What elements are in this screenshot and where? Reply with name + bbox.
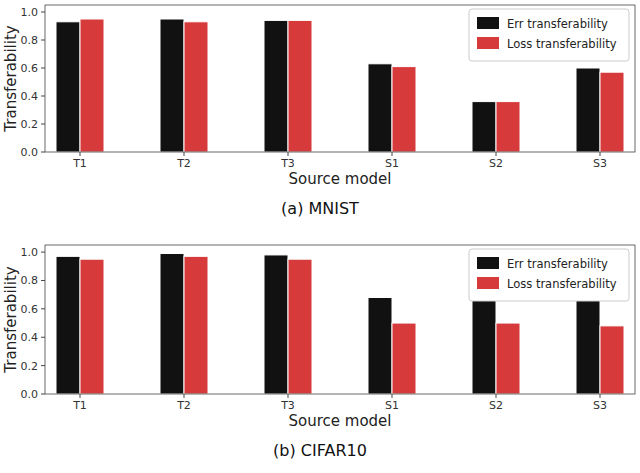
bar bbox=[576, 299, 600, 394]
bar bbox=[288, 20, 312, 152]
bar bbox=[160, 254, 184, 394]
x-tick-label: T3 bbox=[280, 399, 295, 412]
x-tick-label: S3 bbox=[593, 157, 607, 170]
y-tick-label: 0.0 bbox=[21, 146, 39, 159]
y-tick bbox=[41, 68, 45, 69]
y-tick bbox=[41, 365, 45, 366]
legend-box bbox=[469, 249, 629, 301]
bar bbox=[368, 298, 392, 394]
legend-label: Loss transferability bbox=[507, 277, 617, 291]
legend: Err transferability Loss transferability bbox=[469, 9, 629, 61]
x-tick-label: S1 bbox=[385, 157, 399, 170]
x-tick bbox=[80, 152, 81, 156]
y-axis-label: Transferability bbox=[2, 25, 20, 132]
y-tick bbox=[41, 394, 45, 395]
x-tick bbox=[392, 394, 393, 398]
caption: (a) MNIST bbox=[281, 199, 359, 218]
bars bbox=[56, 19, 624, 152]
caption: (b) CIFAR10 bbox=[273, 441, 367, 460]
y-tick bbox=[41, 308, 45, 309]
bar bbox=[472, 299, 496, 394]
bar bbox=[80, 259, 104, 394]
legend: Err transferability Loss transferability bbox=[469, 249, 629, 301]
x-tick bbox=[496, 152, 497, 156]
y-tick-label: 0.2 bbox=[21, 118, 39, 131]
x-tick-label: S2 bbox=[489, 157, 503, 170]
legend-swatch bbox=[477, 37, 499, 49]
y-tick bbox=[41, 12, 45, 13]
x-tick bbox=[392, 152, 393, 156]
bar bbox=[600, 72, 624, 152]
bar bbox=[392, 67, 416, 152]
y-tick bbox=[41, 124, 45, 125]
x-tick bbox=[600, 394, 601, 398]
x-tick-label: T2 bbox=[176, 157, 191, 170]
x-tick-label: T1 bbox=[72, 157, 87, 170]
x-tick-label: T2 bbox=[176, 399, 191, 412]
y-tick-label: 0.6 bbox=[21, 62, 39, 75]
bar bbox=[496, 102, 520, 152]
y-tick-label: 0.2 bbox=[21, 360, 39, 373]
y-tick-label: 0.6 bbox=[21, 303, 39, 316]
bar bbox=[264, 20, 288, 152]
y-tick bbox=[41, 280, 45, 281]
bar bbox=[600, 326, 624, 394]
bar bbox=[576, 68, 600, 152]
x-axis-label: Source model bbox=[289, 412, 392, 430]
x-tick bbox=[600, 152, 601, 156]
frame bbox=[45, 245, 635, 394]
bar bbox=[496, 323, 520, 394]
x-tick bbox=[184, 152, 185, 156]
bar bbox=[472, 102, 496, 152]
x-tick-label: S2 bbox=[489, 399, 503, 412]
legend-label: Err transferability bbox=[507, 257, 608, 271]
bar bbox=[368, 64, 392, 152]
y-tick bbox=[41, 152, 45, 153]
bar bbox=[392, 323, 416, 394]
bar bbox=[288, 259, 312, 394]
legend-swatch bbox=[477, 17, 499, 29]
y-tick-label: 1.0 bbox=[21, 246, 39, 259]
y-tick-label: 0.8 bbox=[21, 34, 39, 47]
legend-swatch bbox=[477, 277, 499, 289]
x-axis-label: Source model bbox=[289, 170, 392, 188]
y-tick-label: 1.0 bbox=[21, 6, 39, 19]
bar bbox=[160, 19, 184, 152]
y-tick bbox=[41, 337, 45, 338]
y-tick bbox=[41, 40, 45, 41]
y-tick-label: 0.4 bbox=[21, 90, 39, 103]
bar bbox=[80, 19, 104, 152]
legend-box bbox=[469, 9, 629, 61]
x-tick bbox=[184, 394, 185, 398]
bar bbox=[264, 255, 288, 394]
x-tick-label: T3 bbox=[280, 157, 295, 170]
x-tick bbox=[496, 394, 497, 398]
y-tick-label: 0.4 bbox=[21, 331, 39, 344]
x-tick bbox=[80, 394, 81, 398]
x-tick-label: S1 bbox=[385, 399, 399, 412]
x-tick-label: S3 bbox=[593, 399, 607, 412]
bar bbox=[184, 22, 208, 152]
legend-label: Loss transferability bbox=[507, 37, 617, 51]
legend-swatch bbox=[477, 257, 499, 269]
y-axis-label: Transferability bbox=[2, 266, 20, 373]
y-tick-label: 0.0 bbox=[21, 388, 39, 401]
frame bbox=[45, 5, 635, 152]
y-tick-label: 0.8 bbox=[21, 274, 39, 287]
bar bbox=[56, 256, 80, 394]
legend-label: Err transferability bbox=[507, 17, 608, 31]
chart: 0.0 0.2 0.4 0.6 0.8 1.0 T1 T2 T3 S1 S2 S3 Source mod… bbox=[2, 245, 635, 460]
chart: 0.0 0.2 0.4 0.6 0.8 1.0 T1 T2 T3 S1 S2 S3 Source mod… bbox=[2, 5, 635, 218]
y-tick bbox=[41, 96, 45, 97]
x-tick bbox=[288, 394, 289, 398]
bar bbox=[184, 256, 208, 394]
x-tick-label: T1 bbox=[72, 399, 87, 412]
y-tick bbox=[41, 252, 45, 253]
bar bbox=[56, 22, 80, 152]
x-tick bbox=[288, 152, 289, 156]
figure: 0.0 0.2 0.4 0.6 0.8 1.0 T1 T2 T3 S1 S2 S3 Source mod… bbox=[0, 0, 640, 473]
